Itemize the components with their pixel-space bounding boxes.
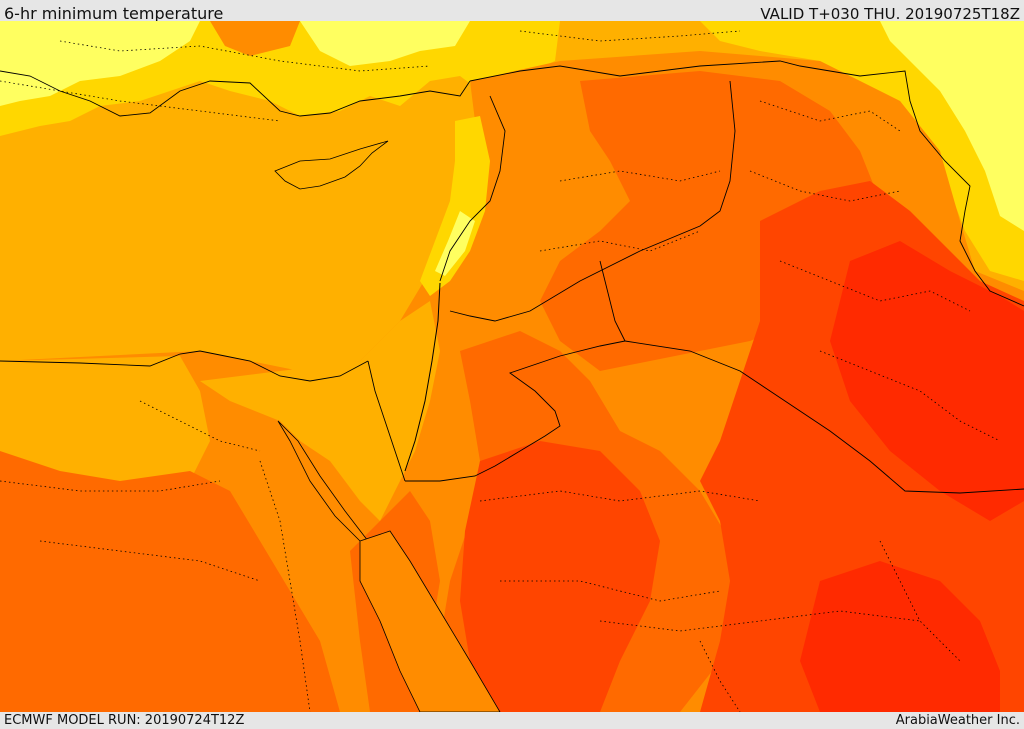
- northeast-pale-zone: [880, 21, 1024, 231]
- iraq-red-core: [830, 241, 1024, 521]
- saudi-red-orange-zone: [460, 441, 660, 712]
- north-pale-zone-2: [300, 21, 470, 66]
- jordan-valley: [404, 282, 441, 472]
- lebanon-yellow-strip: [420, 116, 490, 296]
- turkey-coastline: [0, 70, 471, 117]
- egypt-amber-zone: [0, 356, 210, 501]
- sinai-amber-zone: [200, 301, 440, 521]
- map-canvas: [0, 21, 1024, 712]
- red-sea: [359, 530, 501, 712]
- valid-time: VALID T+030 THU. 20190725T18Z: [760, 5, 1020, 23]
- map-footer: ECMWF MODEL RUN: 20190724T12Z ArabiaWeat…: [0, 712, 1024, 729]
- model-run-label: ECMWF MODEL RUN: 20190724T12Z: [4, 713, 245, 728]
- country-boundaries: [0, 60, 1024, 494]
- cyprus-island: [274, 140, 389, 190]
- credit-label: ArabiaWeather Inc.: [895, 713, 1020, 728]
- temperature-map: [0, 21, 1024, 712]
- map-title: 6-hr minimum temperature: [4, 4, 224, 23]
- north-orange-patch: [210, 21, 300, 56]
- north-pale-zone: [0, 21, 200, 106]
- egypt-dark-orange-zone: [0, 451, 340, 712]
- map-header: 6-hr minimum temperature VALID T+030 THU…: [0, 0, 1024, 23]
- province-boundaries: [0, 30, 1001, 712]
- south-red-core: [800, 561, 1000, 712]
